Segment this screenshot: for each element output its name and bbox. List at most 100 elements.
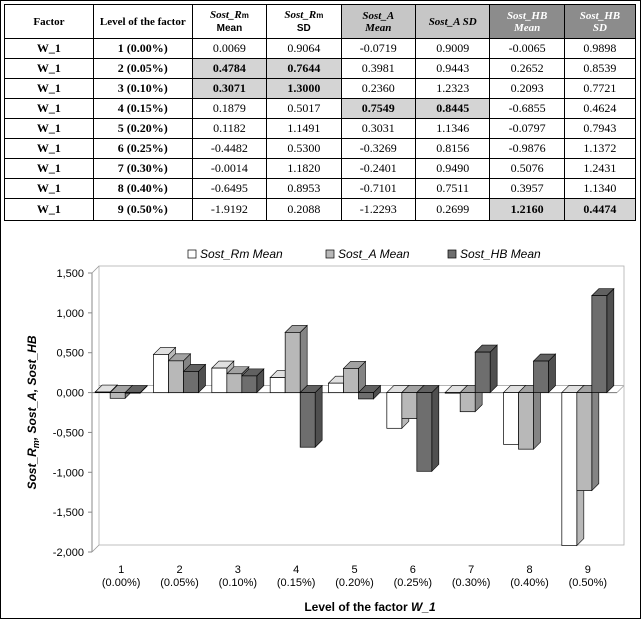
x-tick-label: 7 xyxy=(468,564,474,576)
table-row: W_1 3 (0.10%) 0.3071 1.3000 0.2360 1.232… xyxy=(4,78,637,99)
bar-sost-hb-mean-7 xyxy=(474,344,498,394)
bar-front xyxy=(269,377,286,393)
header-sost-hb-sd: Sost_HB SD xyxy=(563,4,637,39)
header-sost-a-mean: Sost_A Mean xyxy=(340,4,416,39)
legend-label: Sost_A Mean xyxy=(338,247,410,261)
bar-front xyxy=(533,360,549,393)
header-level: Level of the factor xyxy=(92,4,193,39)
x-tick-label: 5 xyxy=(351,564,357,576)
bar-sost-hb-mean-6 xyxy=(416,384,440,473)
results-table: Factor Level of the factor Sost_Rm Mean S… xyxy=(4,4,637,221)
y-tick-label: -1,000 xyxy=(53,467,84,479)
cell-value: 0.0069 xyxy=(191,38,268,59)
bar-front xyxy=(168,360,184,393)
cell-value: 1.1491 xyxy=(266,118,342,139)
cell-value: 0.8156 xyxy=(414,138,491,159)
x-tick-label: 4 xyxy=(293,564,299,576)
cell-value-highlighted: 0.7549 xyxy=(340,98,416,119)
cell-value: 0.9898 xyxy=(563,38,637,59)
cell-level: 2 (0.05%) xyxy=(92,58,193,79)
bar-side xyxy=(314,384,323,448)
cell-value: 0.5300 xyxy=(266,138,342,159)
cell-factor: W_1 xyxy=(4,78,94,99)
table-header-row: Factor Level of the factor Sost_Rm Mean S… xyxy=(4,4,637,39)
x-tick-label: 2 xyxy=(176,564,182,576)
y-axis-depth-top xyxy=(91,265,100,274)
bar-front xyxy=(386,392,403,429)
cell-value: 0.3981 xyxy=(340,58,416,79)
x-tick-label: 6 xyxy=(410,564,416,576)
bar-sost-hb-mean-4 xyxy=(299,384,323,448)
table-row: W_1 6 (0.25%) -0.4482 0.5300 -0.3269 0.8… xyxy=(4,138,637,159)
bar-front xyxy=(561,392,578,546)
bar-side xyxy=(591,384,600,492)
x-tick-label-percent: (0.15%) xyxy=(277,577,316,589)
cell-level: 8 (0.40%) xyxy=(92,178,193,199)
cell-value: -0.6495 xyxy=(191,178,268,199)
cell-value: 1.2431 xyxy=(563,158,637,179)
bar-front xyxy=(459,392,476,413)
x-tick-label-percent: (0.00%) xyxy=(102,577,141,589)
legend-label: Sost_HB Mean xyxy=(460,247,541,261)
cell-value: 0.9064 xyxy=(266,38,342,59)
cell-value: -0.0065 xyxy=(489,38,565,59)
bar-front xyxy=(518,392,534,450)
x-tick-label-percent: (0.25%) xyxy=(394,577,433,589)
cell-value-highlighted: 1.3000 xyxy=(266,78,342,99)
bar-front xyxy=(211,367,228,393)
bar-sost-hb-mean-5 xyxy=(357,384,382,400)
bar-sost-hb-mean-1 xyxy=(124,384,148,394)
legend-label: Sost_Rm Mean xyxy=(200,247,283,261)
cell-value-highlighted: 0.8445 xyxy=(414,98,491,119)
bar-front xyxy=(358,392,374,400)
table-row: W_1 2 (0.05%) 0.4784 0.7644 0.3981 0.944… xyxy=(4,58,637,79)
cell-value: 0.1182 xyxy=(191,118,268,139)
header-sost-rm-mean: Sost_Rm Mean xyxy=(191,4,268,39)
bar-front xyxy=(241,375,258,393)
cell-value-highlighted: 1.2160 xyxy=(489,198,565,221)
cell-value: 1.1372 xyxy=(563,138,637,159)
bar-front xyxy=(444,392,461,394)
cell-value: -1.9192 xyxy=(191,198,268,221)
cell-value: 0.9009 xyxy=(414,38,491,59)
cell-value: 0.3957 xyxy=(489,178,565,199)
cell-value: -0.7101 xyxy=(340,178,416,199)
cell-value: -0.6855 xyxy=(489,98,565,119)
cell-factor: W_1 xyxy=(4,138,94,159)
header-sost-hb-mean: Sost_HB Mean xyxy=(489,4,565,39)
legend-swatch xyxy=(325,249,335,259)
plot-back-wall xyxy=(98,265,625,546)
cell-value: 0.3031 xyxy=(340,118,416,139)
table-row: W_1 9 (0.50%) -1.9192 0.2088 -1.2293 0.2… xyxy=(4,198,637,221)
table-row: W_1 4 (0.15%) 0.1879 0.5017 0.7549 0.844… xyxy=(4,98,637,119)
cell-value: 0.8539 xyxy=(563,58,637,79)
cell-value: -0.0797 xyxy=(489,118,565,139)
cell-level: 4 (0.15%) xyxy=(92,98,193,119)
y-tick-label: 1,000 xyxy=(56,308,84,320)
table-row: W_1 7 (0.30%) -0.0014 1.1820 -0.2401 0.9… xyxy=(4,158,637,179)
cell-value-highlighted: 0.4784 xyxy=(191,58,268,79)
x-tick-label-percent: (0.05%) xyxy=(160,577,199,589)
zero-baseline-edge xyxy=(616,385,625,393)
bar-side xyxy=(489,344,498,394)
legend-swatch xyxy=(187,249,197,259)
table-row: W_1 1 (0.00%) 0.0069 0.9064 -0.0719 0.90… xyxy=(4,38,637,59)
bar-front xyxy=(474,351,491,393)
y-tick-label: 1,500 xyxy=(56,268,84,280)
cell-factor: W_1 xyxy=(4,158,94,179)
bar-front xyxy=(576,392,593,491)
x-tick-label: 1 xyxy=(118,564,124,576)
bar-sost-a-mean-8 xyxy=(517,384,542,450)
cell-value-highlighted: 0.3071 xyxy=(191,78,268,99)
x-tick-label: 9 xyxy=(585,564,591,576)
cell-value: 0.8953 xyxy=(266,178,342,199)
bar-front xyxy=(416,392,433,472)
cell-value: 0.5076 xyxy=(489,158,565,179)
cell-value: 1.2323 xyxy=(414,78,491,99)
bar-sost-hb-mean-2 xyxy=(182,363,207,394)
x-axis-title: Level of the factor W_1 xyxy=(304,600,436,614)
bar-front xyxy=(284,332,301,393)
header-sost-a-sd: Sost_A SD xyxy=(414,4,491,39)
y-tick-label: -2,000 xyxy=(53,547,84,559)
y-axis-title: Sost_Rm, Sost_A, Sost_HB xyxy=(25,335,41,489)
